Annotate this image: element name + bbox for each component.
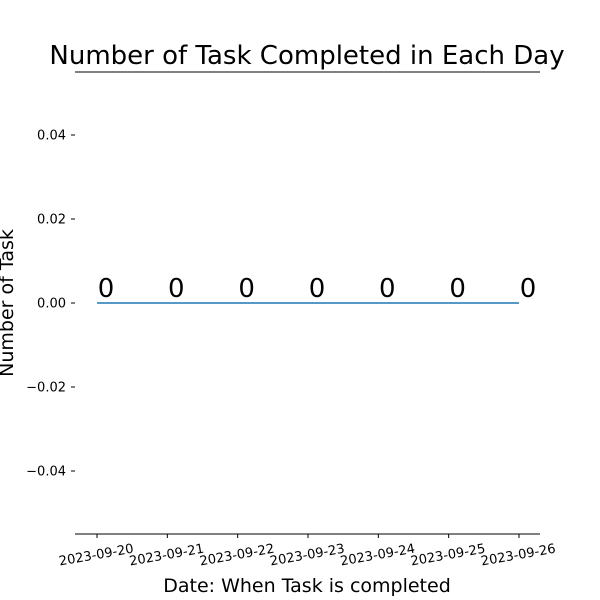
data-label: 0	[309, 274, 326, 304]
y-axis: −0.04 −0.02 0.00 0.02 0.04	[26, 129, 75, 480]
y-tick-label: −0.02	[26, 381, 66, 396]
data-label: 0	[98, 274, 115, 304]
data-label: 0	[520, 274, 537, 304]
data-label: 0	[238, 274, 255, 304]
x-axis: 2023-09-202023-09-212023-09-222023-09-23…	[58, 534, 557, 569]
y-tick-label: 0.04	[37, 129, 66, 144]
x-axis-label: Date: When Task is completed	[163, 575, 451, 597]
y-tick-label: 0.02	[37, 213, 66, 228]
data-labels: 0 0 0 0 0 0 0	[98, 274, 537, 304]
data-label: 0	[449, 274, 466, 304]
chart-title: Number of Task Completed in Each Day	[49, 41, 564, 71]
data-label: 0	[379, 274, 396, 304]
y-axis-label: Number of Task	[0, 229, 18, 377]
y-tick-label: −0.04	[26, 465, 66, 480]
y-tick-label: 0.00	[37, 297, 66, 312]
x-tick-label: 2023-09-20	[58, 542, 135, 570]
x-tick-label: 2023-09-25	[410, 542, 487, 570]
x-tick-label: 2023-09-21	[128, 542, 205, 570]
x-tick-label: 2023-09-23	[269, 542, 346, 570]
data-label: 0	[168, 274, 185, 304]
x-tick-label: 2023-09-24	[339, 542, 416, 570]
x-tick-label: 2023-09-26	[480, 542, 557, 570]
x-tick-label: 2023-09-22	[199, 542, 276, 570]
